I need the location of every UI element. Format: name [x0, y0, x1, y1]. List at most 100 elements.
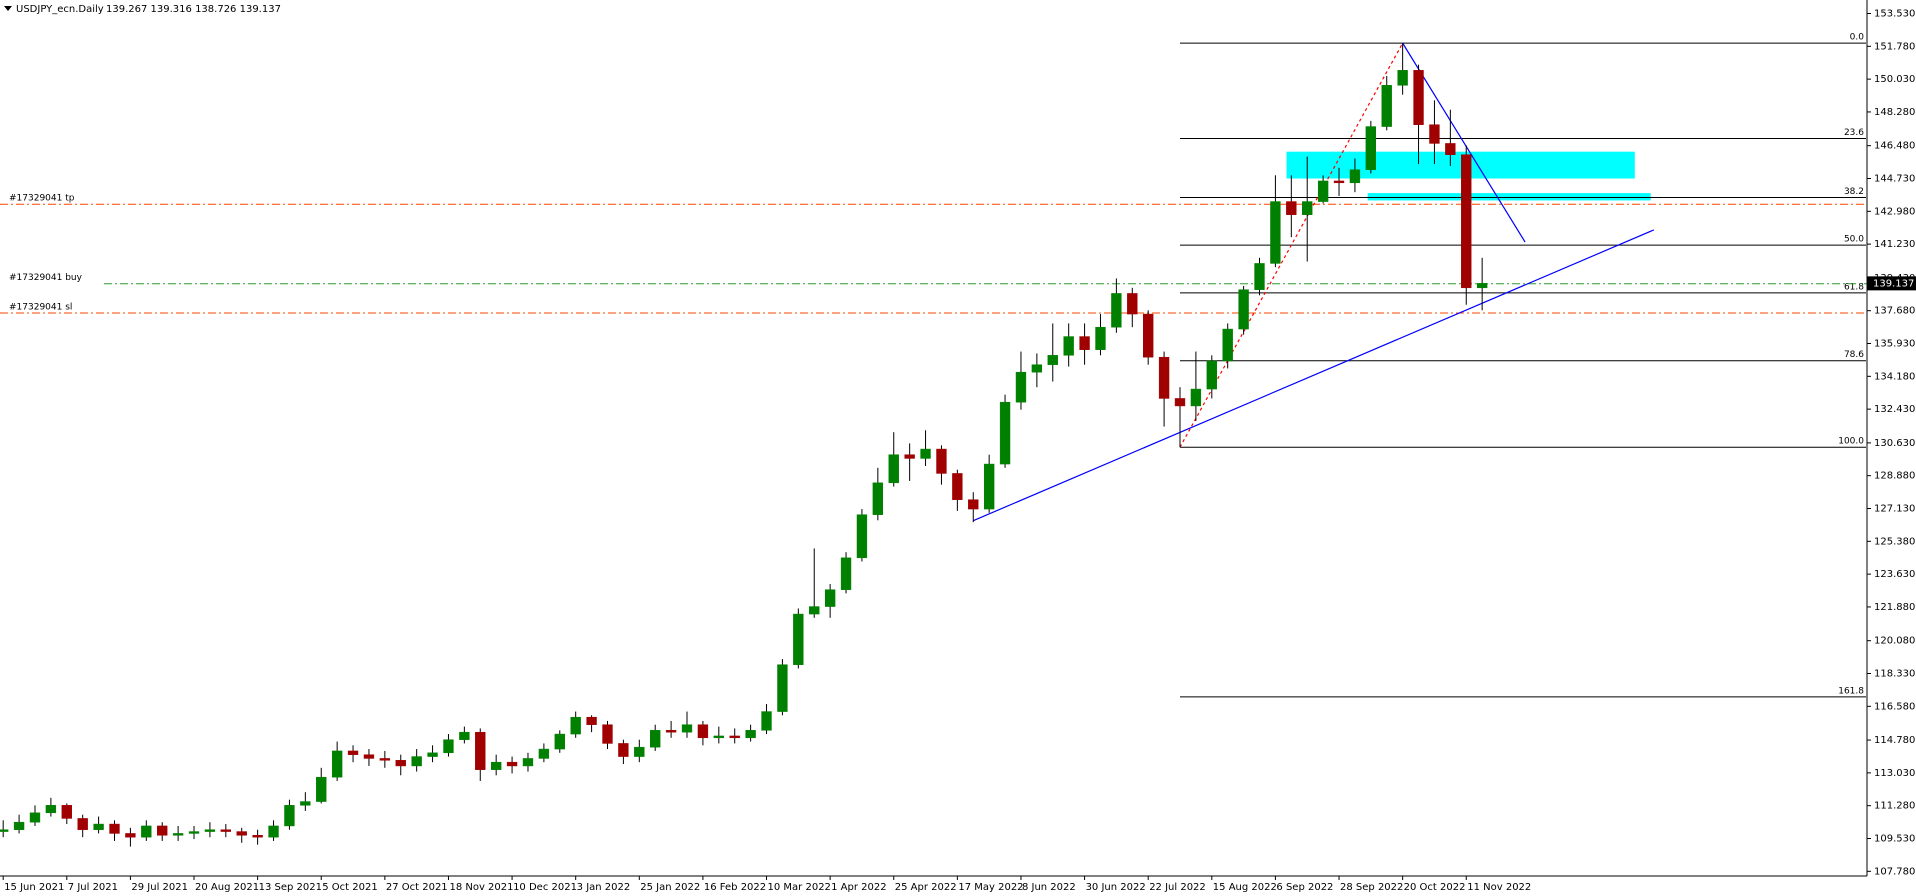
candle-body — [697, 724, 709, 739]
candle-body — [363, 754, 375, 759]
candle-body — [347, 750, 359, 755]
x-tick-label: 10 Dec 2021 — [513, 882, 577, 893]
candle-body — [634, 746, 645, 757]
y-tick-label: 114.780 — [1874, 735, 1915, 746]
candle-body — [872, 482, 884, 515]
x-tick-label: 28 Sep 2022 — [1340, 882, 1403, 893]
candle-body — [252, 835, 263, 838]
candle-body — [824, 589, 836, 607]
y-tick-label: 146.480 — [1874, 141, 1915, 152]
x-tick-label: 5 Oct 2021 — [322, 882, 377, 893]
candle-body — [1270, 201, 1281, 264]
candle-body — [538, 748, 550, 759]
candle-body — [570, 716, 581, 735]
candle-body — [204, 829, 216, 832]
candle-body — [427, 752, 438, 757]
x-tick-label: 30 Jun 2022 — [1086, 882, 1146, 893]
x-tick-label: 1 Apr 2022 — [831, 882, 886, 893]
candle-body — [1333, 180, 1345, 184]
candle-body — [1286, 201, 1297, 215]
trendline — [973, 229, 1655, 522]
candle-body — [1079, 336, 1090, 350]
y-tick-label: 123.630 — [1874, 569, 1915, 580]
order-label: #17329041 buy — [9, 273, 83, 283]
x-tick-label: 11 Nov 2022 — [1467, 882, 1531, 893]
fib-label: 61.8 — [1844, 282, 1864, 292]
price-label: 139.137 — [1873, 278, 1914, 289]
candle-body — [1095, 326, 1106, 350]
y-tick-label: 120.080 — [1874, 636, 1915, 647]
candle-body — [61, 805, 72, 819]
x-tick-label: 29 Jul 2021 — [131, 882, 188, 893]
candle-body — [1174, 398, 1186, 407]
candle-body — [220, 829, 232, 832]
candle-body — [1461, 154, 1472, 289]
candle-body — [761, 711, 772, 731]
x-tick-label: 8 Jun 2022 — [1022, 882, 1076, 893]
candle-body — [936, 448, 947, 474]
y-tick-label: 150.030 — [1874, 74, 1915, 85]
candle-body — [125, 833, 136, 838]
candle-body — [236, 831, 247, 836]
candle-body — [188, 831, 200, 834]
x-tick-label: 22 Jul 2022 — [1149, 882, 1206, 893]
candle-body — [395, 760, 406, 767]
overlay-lines: 0.0 23.6 38.2 50.0 61.8 78.6 100.0 161.8 #173290… — [0, 33, 1867, 698]
candle-body — [506, 761, 518, 767]
candle-body — [300, 801, 311, 806]
x-tick-label: 15 Aug 2022 — [1213, 882, 1277, 893]
candle-body — [13, 821, 25, 830]
collapse-icon — [4, 6, 12, 11]
candle-body — [1031, 364, 1043, 373]
candle-body — [920, 448, 931, 459]
ohlc-header: 139.267 139.316 138.726 139.137 — [106, 4, 281, 15]
x-tick-label: 10 Mar 2022 — [768, 882, 831, 893]
zone — [1286, 151, 1635, 179]
candle-body — [1206, 360, 1217, 390]
y-tick-label: 132.430 — [1874, 404, 1915, 415]
candle-body — [1127, 293, 1138, 315]
y-tick-label: 135.930 — [1874, 339, 1915, 350]
candle-body — [968, 499, 979, 510]
candle-body — [93, 823, 104, 830]
candle-body — [729, 735, 740, 739]
candle-body — [650, 730, 661, 748]
x-tick-label: 17 May 2022 — [958, 882, 1023, 893]
chart-title: USDJPY_ecn.Daily — [16, 4, 104, 15]
x-tick-label: 20 Oct 2022 — [1404, 882, 1466, 893]
candle-body — [29, 812, 41, 823]
y-tick-label: 109.530 — [1874, 834, 1915, 845]
y-tick-label: 142.980 — [1874, 206, 1915, 217]
candle-body — [1158, 356, 1170, 399]
x-tick-label: 13 Sep 2021 — [259, 882, 322, 893]
y-tick-label: 127.130 — [1874, 504, 1915, 515]
y-tick-label: 130.630 — [1874, 438, 1915, 449]
candle-body — [109, 823, 120, 834]
candle-body — [983, 463, 995, 510]
candle-body — [1238, 289, 1249, 330]
candle-body — [1365, 126, 1377, 170]
fib-label: 0.0 — [1850, 33, 1865, 43]
x-tick-label: 18 Nov 2021 — [449, 882, 513, 893]
fib-label: 161.8 — [1838, 686, 1864, 696]
candle-body — [1143, 313, 1154, 358]
candle-body — [602, 724, 613, 744]
y-tick-label: 121.880 — [1874, 602, 1915, 613]
x-tick-label: 6 Sep 2022 — [1276, 882, 1333, 893]
candle-body — [1381, 85, 1392, 127]
candle-body — [713, 735, 724, 739]
candle-body — [1063, 336, 1074, 356]
candle-body — [681, 724, 693, 733]
candle-body — [1222, 328, 1233, 362]
candle-body — [952, 473, 963, 500]
y-tick-label: 148.280 — [1874, 107, 1915, 118]
candle-body — [888, 454, 899, 484]
candle-body — [490, 761, 502, 770]
candle-body — [1302, 201, 1313, 215]
candle-body — [331, 750, 343, 778]
candle-body — [856, 514, 868, 559]
fib-label: 38.2 — [1844, 187, 1864, 197]
candle-body — [1476, 283, 1488, 289]
